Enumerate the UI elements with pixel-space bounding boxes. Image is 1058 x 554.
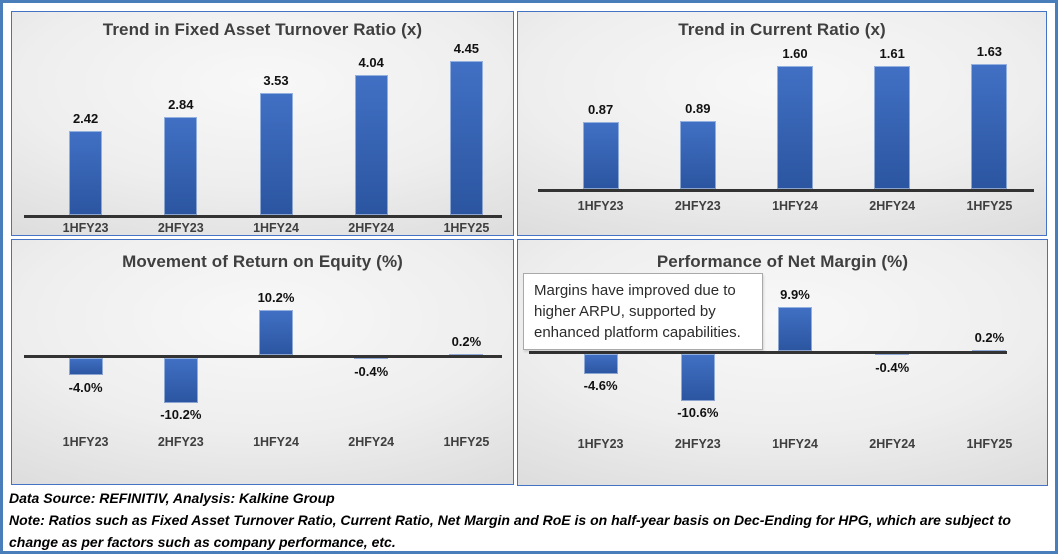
bar-value-label: -10.6% [677,405,719,421]
x-axis-label: 1HFY25 [966,437,1013,451]
bar [777,66,813,189]
chart-panel-net-margin: Performance of Net Margin (%) -4.6% 1HFY2… [517,239,1048,486]
chart-annotation-callout: Margins have improved due to higher ARPU… [523,273,763,350]
bar [583,353,618,374]
x-axis-label: 1HFY23 [577,199,624,213]
x-axis-label: 2HFY23 [674,199,721,213]
bar-value-label: 0.87 [587,102,614,118]
bar [164,116,198,215]
chart-title: Trend in Current Ratio (x) [678,20,886,39]
bar-value-label: -4.6% [583,378,618,394]
x-axis-label: 2HFY24 [869,199,916,213]
bar [971,63,1008,189]
bar-value-label: -4.0% [68,379,103,395]
bar-value-label: 1.61 [879,45,905,61]
bar-value-label: -0.4% [354,363,389,379]
note-line: Note: Ratios such as Fixed Asset Turnove… [9,512,1011,550]
plot-area-current-ratio: 0.87 1HFY23 0.89 2HFY23 1.60 1HFY24 1.61 2HFY24… [518,12,1046,235]
bar [68,357,103,376]
x-axis-label: 1HFY24 [253,221,299,235]
bar-value-label: 1.63 [976,43,1003,59]
chart-panel-return-on-equity: Movement of Return on Equity (%) -4.0% 1H… [11,239,514,485]
plot-area-net-margin: -4.6% 1HFY23 -10.6% 2HFY23 9.9% 1HFY24 -0.4% 2H… [518,240,1047,485]
plot-area-return-on-equity: -4.0% 1HFY23 -10.2% 2HFY23 10.2% 1HFY24 -0.4% 2… [12,240,513,484]
bar-value-label: 1.60 [782,46,808,62]
bar-value-label: 4.04 [358,55,384,71]
chart-title: Movement of Return on Equity (%) [122,252,403,271]
bar-value-label: 4.45 [453,41,480,57]
x-axis-label: 1HFY25 [966,199,1013,213]
bar [874,65,911,189]
bar [972,350,1007,351]
bar-value-label: -0.4% [875,359,910,375]
chart-title: Trend in Fixed Asset Turnover Ratio (x) [102,20,423,39]
x-axis-label: 2HFY24 [348,221,395,235]
x-axis-label: 1HFY25 [443,221,490,235]
chart-panel-current-ratio: Trend in Current Ratio (x) 0.87 1HFY23 0.8… [517,11,1047,236]
x-axis-label: 1HFY24 [772,437,818,451]
bar [259,92,293,215]
x-axis-label: 1HFY23 [62,221,109,235]
chart-title: Performance of Net Margin (%) [656,252,909,271]
bar [679,120,716,189]
data-source-line: Data Source: REFINITIV, Analysis: Kalkin… [9,490,335,506]
footer-notes: Data Source: REFINITIV, Analysis: Kalkin… [9,487,1047,551]
x-axis-label: 2HFY24 [869,437,916,451]
x-axis-label: 2HFY23 [674,437,721,451]
x-axis-line [538,189,1034,192]
bar-value-label: 2.42 [72,111,99,127]
bar [680,353,715,401]
x-axis-line [529,351,1007,354]
bar-value-label: 0.2% [974,330,1005,345]
bar-value-label: 3.53 [263,72,289,88]
x-axis-label: 1HFY25 [443,435,490,449]
bar-value-label: 0.89 [685,100,711,116]
bar [69,131,103,215]
plot-area-fixed-asset-turnover: 2.42 1HFY23 2.84 2HFY23 3.53 1HFY24 4.04 2HFY24… [12,12,513,235]
x-axis-label: 2HFY23 [157,221,204,235]
bar [354,357,389,360]
x-axis-label: 1HFY24 [253,435,299,449]
bar-value-label: 0.2% [451,334,482,349]
bar [354,75,388,215]
x-axis-line [24,215,502,218]
bar [163,357,198,403]
x-axis-label: 2HFY23 [157,435,204,449]
x-axis-label: 2HFY24 [348,435,395,449]
bar-value-label: -10.2% [160,407,202,423]
bar-value-label: 2.84 [168,96,194,112]
x-axis-label: 1HFY23 [62,435,109,449]
x-axis-label: 1HFY24 [772,199,818,213]
bar [778,306,812,351]
bar [582,122,619,189]
x-axis-label: 1HFY23 [577,437,624,451]
bar [449,354,484,355]
x-axis-line [24,355,502,358]
bar [449,61,483,215]
bar-value-label: 9.9% [780,286,810,302]
bar [875,353,910,356]
chart-panel-fixed-asset-turnover: Trend in Fixed Asset Turnover Ratio (x) … [11,11,514,236]
bar [259,309,293,355]
bar-value-label: 10.2% [257,289,295,305]
